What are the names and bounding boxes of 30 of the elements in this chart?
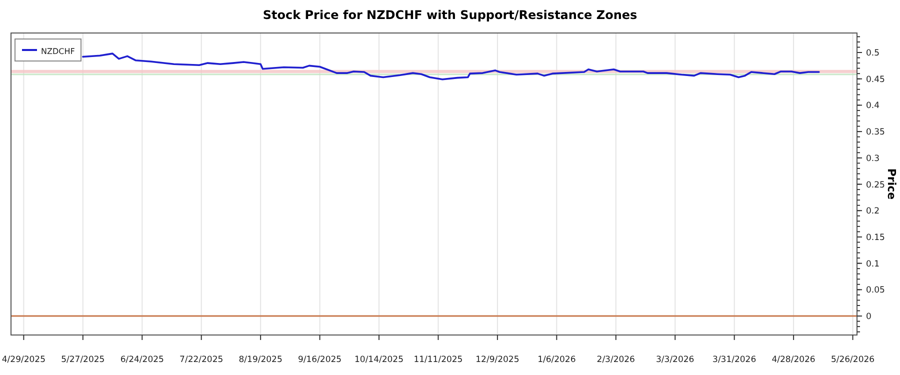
x-tick-label: 4/29/2025: [2, 355, 46, 365]
y-axis-title: Price: [885, 168, 898, 200]
x-tick-label: 12/9/2025: [476, 355, 520, 365]
y-tick-label: 0.15: [866, 232, 885, 243]
x-tick-label: 7/22/2025: [180, 355, 224, 365]
x-tick-label: 11/11/2025: [414, 355, 463, 365]
y-tick-label: 0.5: [866, 48, 880, 58]
line-series: [82, 52, 820, 80]
x-tick-label: 8/19/2025: [238, 355, 282, 365]
x-tick-label: 4/28/2026: [772, 355, 816, 365]
x-tick-label: 5/27/2025: [61, 355, 105, 365]
x-tick-label: 2/3/2026: [596, 355, 635, 365]
y-tick-label: 0.25: [866, 180, 885, 190]
x-tick-label: 6/24/2025: [120, 355, 164, 365]
y-tick-label: 0.05: [866, 286, 885, 296]
y-tick-label: 0.4: [866, 101, 880, 112]
x-tick-label: 10/14/2025: [354, 355, 404, 365]
y-tick-label: 0.35: [866, 128, 885, 138]
legend-label: NZDCHF: [41, 47, 76, 56]
chart-title: Stock Price for NZDCHF with Support/Resistance Zones: [262, 8, 638, 22]
x-tick-label: 1/6/2026: [538, 355, 576, 365]
x-tick-label: 3/31/2026: [712, 355, 756, 365]
x-tick-label: 5/26/2026: [830, 355, 875, 365]
x-tick-label: 3/3/2026: [656, 355, 694, 365]
y-tick-label: 0: [866, 312, 872, 322]
y-tick-label: 0.3: [866, 154, 880, 164]
y-tick-label: 0.2: [866, 206, 880, 217]
y-tick-label: 0.1: [866, 259, 880, 270]
y-tick-label: 0.45: [866, 74, 885, 85]
x-tick-label: 9/16/2025: [298, 355, 342, 365]
